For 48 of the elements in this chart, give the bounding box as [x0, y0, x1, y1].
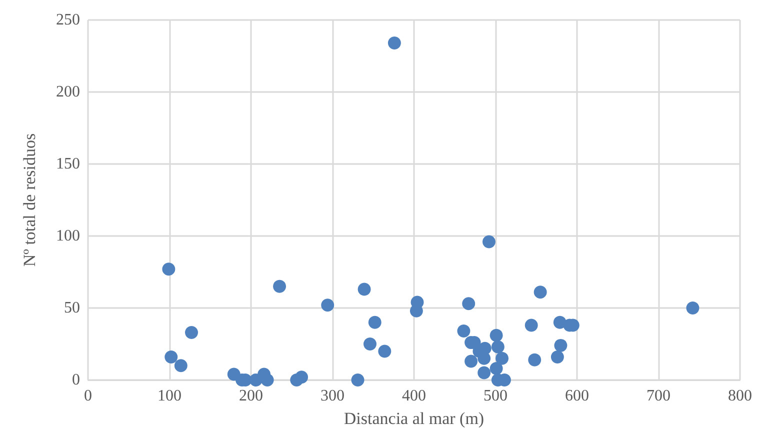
point: [524, 318, 538, 332]
x-tick-label: 200: [239, 388, 263, 404]
y-tick-label: 200: [56, 84, 80, 100]
x-tick-label: 600: [565, 388, 589, 404]
point: [368, 316, 382, 329]
x-tick-label: 0: [84, 388, 92, 404]
point: [490, 328, 503, 342]
point: [490, 362, 503, 375]
point: [482, 235, 496, 248]
point: [410, 296, 424, 309]
x-tick-label: 400: [402, 388, 426, 404]
x-tick-label: 800: [728, 388, 752, 404]
x-tick-label: 500: [484, 388, 508, 404]
y-tick-label: 0: [72, 372, 80, 388]
x-axis-title: Distancia al mar (m): [344, 409, 484, 428]
point: [164, 350, 178, 364]
point: [478, 366, 491, 380]
point: [686, 302, 700, 314]
point: [534, 286, 547, 299]
point: [185, 326, 198, 339]
point: [321, 298, 334, 312]
point: [388, 36, 401, 50]
point: [358, 282, 371, 296]
point: [457, 324, 470, 338]
y-tick-label: 250: [56, 12, 80, 28]
point: [464, 354, 478, 368]
point: [496, 352, 509, 365]
point: [528, 353, 542, 366]
y-axis-title: Nº total de residuos: [20, 133, 39, 267]
point: [478, 342, 492, 355]
point: [462, 297, 476, 310]
point: [351, 374, 364, 386]
x-tick-label: 700: [646, 388, 670, 404]
point: [550, 350, 564, 364]
x-tick-label: 100: [158, 388, 182, 404]
point: [554, 338, 568, 352]
y-tick-label: 100: [56, 228, 80, 244]
point: [295, 370, 308, 384]
point: [174, 359, 188, 372]
y-tick-label: 150: [56, 156, 80, 172]
point: [273, 280, 286, 293]
x-tick-label: 300: [320, 388, 344, 404]
point: [491, 340, 504, 354]
point: [162, 262, 176, 276]
y-tick-label: 50: [64, 300, 80, 316]
point: [260, 374, 274, 386]
point: [378, 344, 392, 358]
point: [364, 338, 376, 350]
